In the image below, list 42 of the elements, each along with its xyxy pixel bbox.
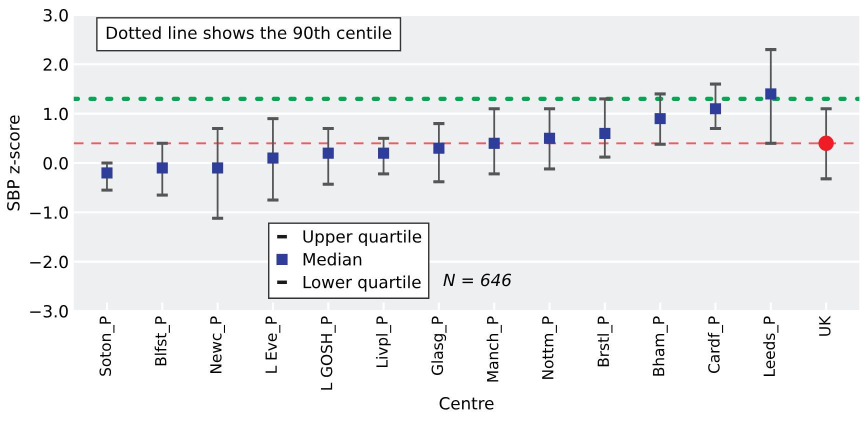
x-tick-label: Newc_P xyxy=(210,316,226,373)
point xyxy=(599,128,610,139)
x-tick-label: L Eve_P xyxy=(266,316,280,373)
point xyxy=(654,113,666,124)
x-tick-label: Livpl_P xyxy=(376,316,392,367)
x-tick-label: Brstl_P xyxy=(597,316,612,366)
point xyxy=(488,138,500,149)
legend-label: Median xyxy=(304,252,362,266)
x-tick-label: Nottm_P xyxy=(542,316,557,379)
point xyxy=(378,148,390,159)
y-tick-label: 0.0 xyxy=(44,156,68,170)
point xyxy=(544,132,556,144)
y-tick-label: 3.0 xyxy=(44,8,68,22)
x-tick-label: Leeds_P xyxy=(763,316,778,376)
point xyxy=(818,136,834,151)
x-axis-title: Centre xyxy=(440,397,494,410)
y-tick-label: −2.0 xyxy=(30,256,68,268)
point xyxy=(101,167,113,178)
y-tick-label: −1.0 xyxy=(30,206,68,219)
point xyxy=(267,152,278,164)
x-tick-label: L GOSH_P xyxy=(320,316,336,390)
point xyxy=(710,103,722,114)
x-tick-label: UK xyxy=(819,316,831,336)
annotation: Lower quartile xyxy=(304,275,421,292)
point xyxy=(765,88,776,100)
x-tick-label: Manch_P xyxy=(486,316,502,382)
y-tick-label: 1.0 xyxy=(44,108,68,120)
x-tick-label: Glasg_P xyxy=(431,316,446,375)
annotation: Upper quartile xyxy=(303,230,422,246)
x-tick-label: Blfst_P xyxy=(154,316,170,366)
x-tick-label: Bham_P xyxy=(652,316,668,376)
y-axis-title: SBP z-score xyxy=(7,115,20,210)
point xyxy=(156,162,168,174)
point xyxy=(322,148,334,159)
x-tick-label: Cardf_P xyxy=(708,316,724,373)
x-tick-label: Soton_P xyxy=(100,316,114,376)
point xyxy=(433,142,444,154)
y-tick-label: −3.0 xyxy=(30,304,68,318)
annotation: Dotted line shows the 90th centile xyxy=(106,26,392,40)
y-tick-label: 2.0 xyxy=(44,58,68,71)
annotation: N = 646 xyxy=(443,274,512,286)
point xyxy=(212,162,224,174)
